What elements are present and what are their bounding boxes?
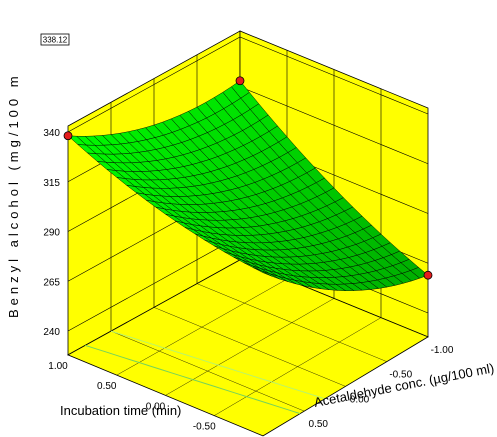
floor-gridline [153,307,346,387]
max-callout: 338.12 [40,33,70,46]
z-tick-label: 240 [43,327,60,338]
floor-gridline [110,330,305,412]
design-point [235,76,245,86]
design-points [63,76,433,280]
floor-contours [85,330,326,415]
y-tick-label: 0.00 [146,401,166,412]
y-tick-label: -0.50 [193,422,216,433]
y-axis-label: Incubation time (min) [60,403,181,418]
x-tick-label: -0.50 [389,370,412,381]
z-axis-label: Benzyl alcohol (mg/100 m [6,72,21,318]
floor-contour-line [110,330,326,400]
floor-contour-line [85,344,301,415]
surface-cell [253,267,272,277]
z-tick-label: 290 [43,228,60,239]
max-callout-box [40,33,70,46]
floor-gridline [116,278,288,376]
tick-labels: 240265290315340-1.00-0.500.000.501.001.0… [43,128,454,433]
design-point [63,131,73,141]
wall-z-gridline [67,36,429,133]
design-point [423,270,433,280]
response-surface [67,80,429,291]
x-tick-label: 0.00 [350,394,370,405]
z-tick-label: 315 [43,178,60,189]
z-tick-label: 340 [43,128,60,139]
x-tick-label: -1.00 [431,345,454,356]
max-callout-text: 338.12 [43,36,68,45]
y-tick-label: 0.50 [97,381,117,392]
z-tick-label: 265 [43,277,60,288]
y-tick-label: 1.00 [48,361,68,372]
x-tick-label: 0.50 [309,419,329,430]
